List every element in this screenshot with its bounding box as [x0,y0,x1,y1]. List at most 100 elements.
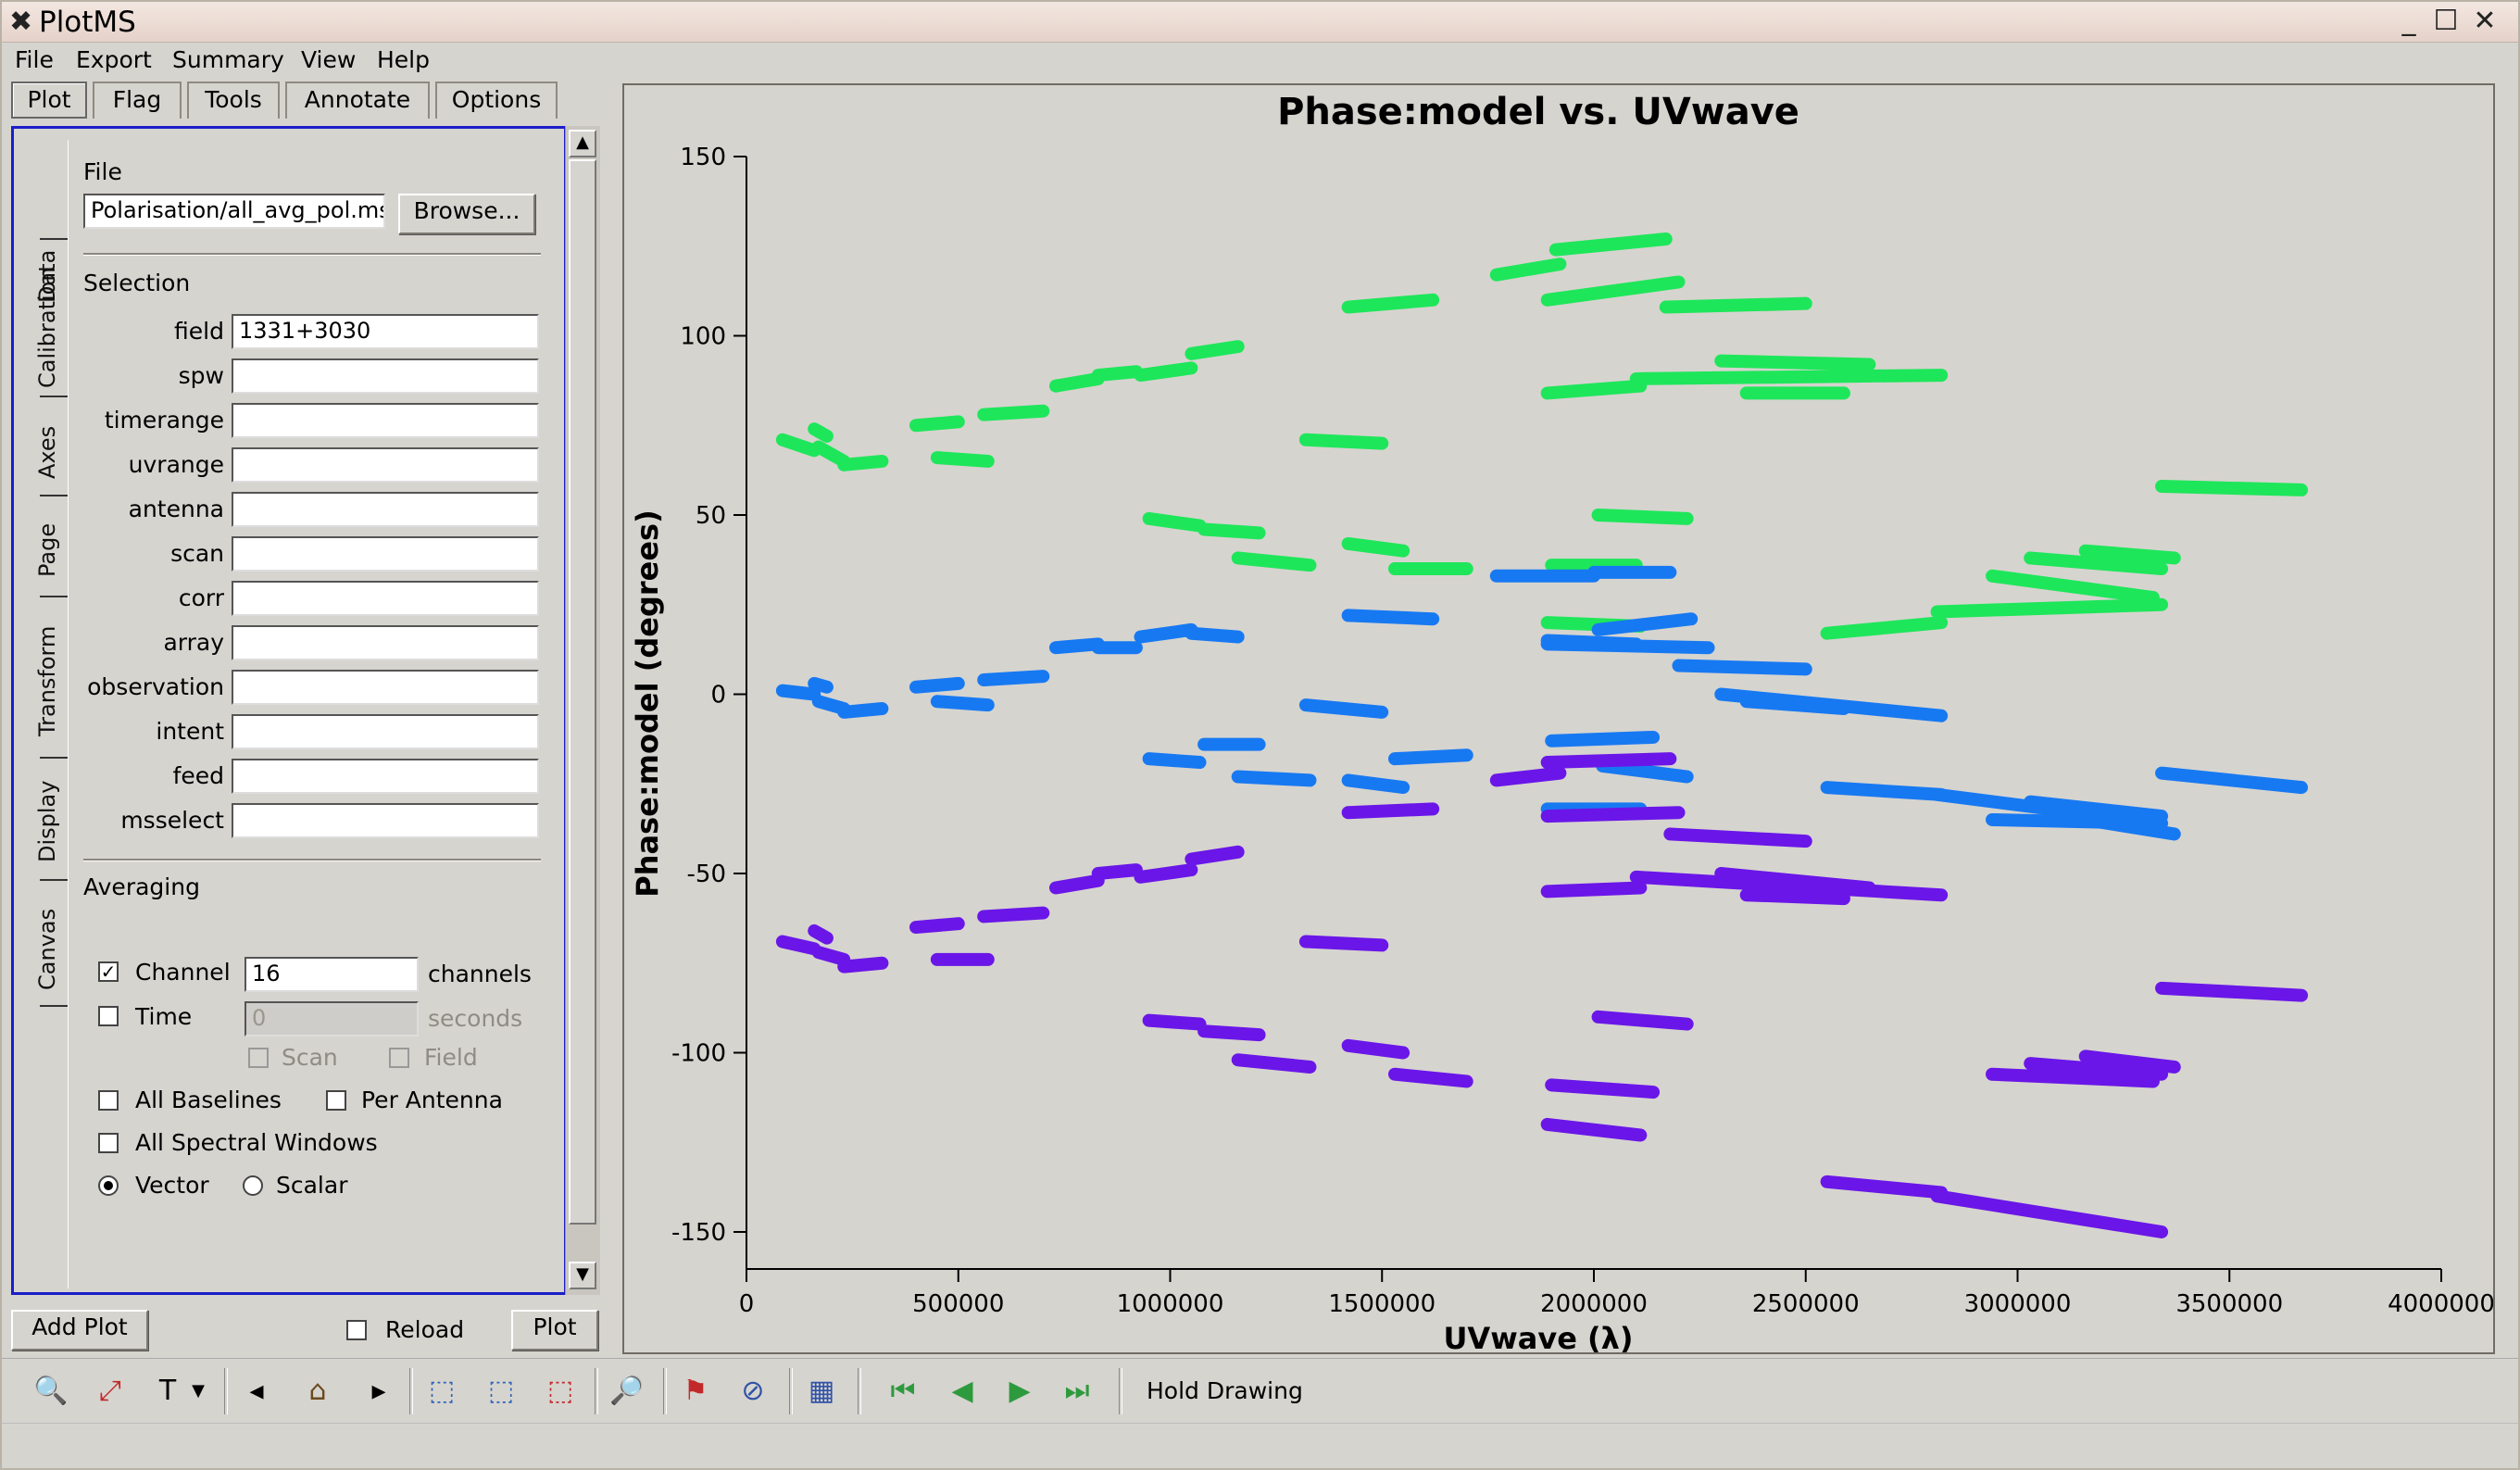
data-segment-series-1 [1629,369,1949,385]
reload-checkbox[interactable] [346,1320,367,1340]
menu-export[interactable]: Export [76,46,152,73]
select-region-2-icon[interactable]: ⬚ [487,1375,515,1407]
data-segment-series-1 [1548,232,1673,257]
data-segment-series-2 [1298,698,1389,719]
data-segment-series-2 [2024,795,2169,823]
panel-scrollbar[interactable]: ▲ ▼ [565,126,600,1295]
corr-label: corr [178,584,224,611]
scan-input[interactable] [232,536,539,572]
timerange-input[interactable] [232,403,539,438]
plot-button[interactable]: Plot [511,1310,598,1351]
data-segment-series-3 [2155,981,2309,1002]
prev-iteration-icon[interactable]: ◀ [951,1375,973,1407]
tab-options[interactable]: Options [435,82,558,119]
data-segment-series-2 [977,670,1050,687]
antenna-label: antenna [128,496,224,522]
unflag-icon[interactable]: ⊘ [741,1375,765,1407]
select-region-icon[interactable]: ⬚ [428,1375,456,1407]
minimize-icon[interactable]: _ [2401,5,2416,37]
msselect-input[interactable] [232,803,539,838]
antenna-input[interactable] [232,492,539,527]
tab-flag[interactable]: Flag [93,82,182,119]
x-tick-label: 4000000 [2388,1290,2493,1318]
data-segment-series-3 [1134,863,1198,884]
array-input[interactable] [232,625,539,660]
annotate-text-icon[interactable]: T [158,1375,177,1407]
x-tick-label: 1000000 [1117,1290,1224,1318]
data-segment-series-3 [2024,1057,2169,1081]
home-icon[interactable]: ⌂ [308,1375,327,1407]
uvrange-input[interactable] [232,447,539,483]
zoom-icon[interactable]: 🔍 [33,1375,69,1407]
observation-input[interactable] [232,670,539,705]
field-checkbox[interactable] [389,1048,409,1068]
feed-input[interactable] [232,759,539,794]
time-input[interactable]: 0 [244,1001,419,1037]
y-tick-label: 0 [710,682,726,710]
data-segment-series-3 [1540,1117,1648,1142]
all-baselines-label: All Baselines [135,1087,282,1113]
time-unit: seconds [428,1005,523,1032]
scroll-thumb[interactable] [569,159,596,1225]
menu-summary[interactable]: Summary [172,46,284,73]
field-input[interactable]: 1331+3030 [232,314,539,349]
vector-radio[interactable] [98,1175,119,1196]
spw-input[interactable] [232,358,539,394]
file-path-input[interactable]: Polarisation/all_avg_pol.ms [83,194,385,229]
flag-icon[interactable]: ⚑ [683,1375,708,1407]
step-forward-icon[interactable]: ▸ [371,1375,386,1407]
data-segment-series-2 [1142,752,1207,770]
all-baselines-checkbox[interactable] [98,1090,119,1111]
menu-view[interactable]: View [301,46,357,73]
feed-label: feed [172,762,224,789]
plot-svg[interactable]: Phase:model vs. UVwave 150 100 50 0 -50 -100 -1… [624,85,2493,1352]
data-segment-series-2 [1185,626,1245,644]
step-back-icon[interactable]: ◂ [249,1375,264,1407]
first-iteration-icon[interactable]: ⏮ [890,1375,916,1407]
scan-checkbox[interactable] [248,1048,269,1068]
corr-input[interactable] [232,581,539,616]
data-segment-series-2 [775,684,821,701]
channel-label: Channel [135,959,231,986]
select-clear-icon[interactable]: ⬚ [546,1375,574,1407]
dropdown-arrow-icon[interactable]: ▼ [192,1381,205,1401]
y-tick-label: 150 [680,144,726,171]
tab-plot[interactable]: Plot [11,82,87,119]
flag-extend-icon[interactable]: ▦ [808,1375,835,1407]
close-icon[interactable]: ✕ [2473,5,2497,37]
pan-fit-icon[interactable]: ⤢ [99,1375,121,1407]
next-iteration-icon[interactable]: ▶ [1009,1375,1031,1407]
menu-help[interactable]: Help [377,46,430,73]
all-spw-checkbox[interactable] [98,1133,119,1153]
x-tick-label: 0 [739,1290,755,1318]
hold-drawing-button[interactable]: Hold Drawing [1147,1377,1303,1404]
scalar-radio[interactable] [243,1175,263,1196]
data-segment-series-2 [1820,781,1949,801]
add-plot-button[interactable]: Add Plot [11,1310,148,1351]
data-segment-series-1 [811,440,851,468]
tab-annotate[interactable]: Annotate [285,82,430,119]
maximize-icon[interactable]: ☐ [2433,5,2459,37]
menu-file[interactable]: File [15,46,54,73]
time-checkbox[interactable] [98,1006,119,1026]
per-antenna-checkbox[interactable] [326,1090,346,1111]
data-segment-series-3 [2078,1049,2181,1074]
data-segment-series-1 [1489,258,1567,282]
channel-input[interactable]: 16 [244,957,419,992]
data-segment-series-3 [1540,881,1648,898]
intent-input[interactable] [232,714,539,749]
averaging-heading: Averaging [83,873,200,900]
title-bar[interactable]: ✖ PlotMS _ ☐ ✕ [2,2,2518,43]
last-iteration-icon[interactable]: ⏭ [1064,1375,1090,1407]
data-segment-series-3 [1341,1038,1410,1060]
data-segment-series-1 [2078,544,2181,565]
channel-checkbox[interactable]: ✓ [98,961,119,982]
locate-icon[interactable]: 🔎 [609,1375,645,1407]
tab-tools[interactable]: Tools [187,82,280,119]
scroll-up-icon[interactable]: ▲ [569,130,596,157]
data-segment-series-2 [837,701,889,719]
plot-canvas[interactable]: Phase:model vs. UVwave 150 100 50 0 -50 -100 -1… [622,83,2495,1354]
scroll-down-icon[interactable]: ▼ [569,1262,596,1289]
data-segment-series-3 [1048,873,1105,895]
browse-button[interactable]: Browse... [398,194,535,234]
